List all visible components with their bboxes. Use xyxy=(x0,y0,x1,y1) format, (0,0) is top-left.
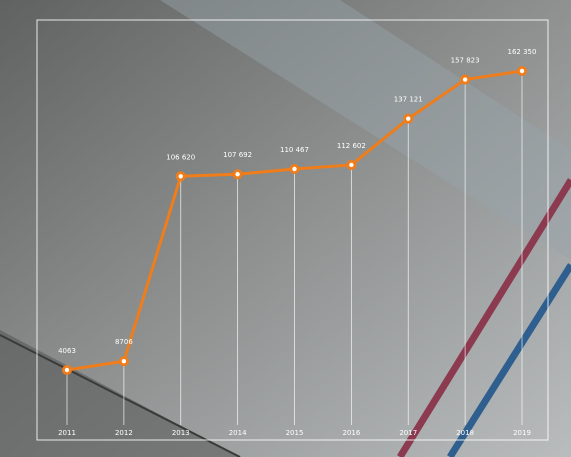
frame xyxy=(36,19,549,441)
x-tick-label: 2011 xyxy=(58,429,76,437)
photo-shadow xyxy=(0,330,240,457)
plot-area: 2011 2012 2013 2014 2015 2016 2017 2018 2019 4063… xyxy=(58,48,536,437)
x-tick-label: 2015 xyxy=(286,429,304,437)
x-tick-label: 2012 xyxy=(115,429,133,437)
x-tick-label: 2016 xyxy=(342,429,360,437)
value-label: 157 823 xyxy=(451,57,480,65)
photo-stripe xyxy=(447,263,571,457)
point-center xyxy=(349,162,354,168)
x-tick-label: 2019 xyxy=(513,429,531,437)
value-label: 112 602 xyxy=(337,142,366,150)
value-label: 110 467 xyxy=(280,146,309,154)
photo-stripe xyxy=(397,178,571,457)
x-tick-label: 2014 xyxy=(229,429,247,437)
value-label: 4063 xyxy=(58,347,76,355)
point-center xyxy=(462,77,468,82)
point-center xyxy=(235,172,240,177)
photo-rule xyxy=(0,334,241,457)
x-tick-label: 2018 xyxy=(456,429,474,437)
point-center xyxy=(178,174,183,179)
value-label: 106 620 xyxy=(166,153,195,161)
x-tick-label: 2017 xyxy=(399,429,417,437)
value-label: 162 350 xyxy=(508,48,537,56)
value-label: 107 692 xyxy=(223,151,252,159)
value-label: 137 121 xyxy=(394,96,423,104)
point-center xyxy=(64,367,70,373)
point-center xyxy=(292,166,297,172)
value-label: 8706 xyxy=(115,338,133,346)
photo-band xyxy=(160,0,571,260)
point-center xyxy=(406,116,411,121)
x-tick-label: 2013 xyxy=(172,429,190,437)
point-center xyxy=(519,68,525,74)
point-center xyxy=(121,359,127,364)
